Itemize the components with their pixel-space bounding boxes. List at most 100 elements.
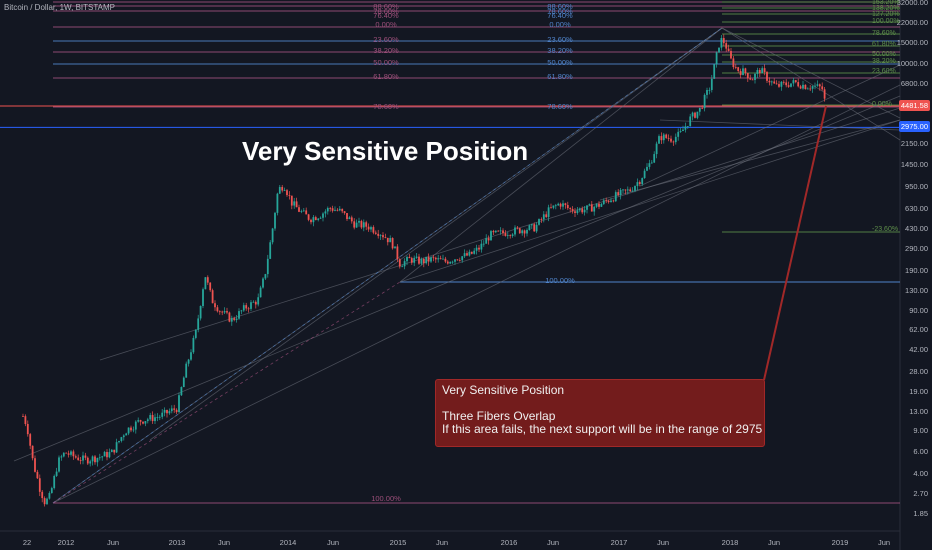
candle-body xyxy=(79,460,82,461)
candle-body xyxy=(22,416,24,417)
candle-body xyxy=(62,452,65,457)
candle-body xyxy=(811,86,814,89)
candle-body xyxy=(233,318,236,320)
time-axis-label: Jun xyxy=(877,538,891,547)
candle-body xyxy=(365,222,368,227)
candle-body xyxy=(770,81,773,83)
price-axis-label: 2150.00 xyxy=(900,139,928,149)
candle-body xyxy=(338,208,341,211)
candle-body xyxy=(60,456,63,458)
fib-right-label: 0.00% xyxy=(872,101,892,108)
candle-body xyxy=(523,230,526,234)
candle-body xyxy=(355,222,358,228)
candle-body xyxy=(583,209,586,213)
candle-body xyxy=(725,43,728,49)
time-axis-label: 2014 xyxy=(279,538,297,547)
candle-body xyxy=(264,274,267,279)
price-axis-label: 13.00 xyxy=(909,406,928,416)
time-axis-label: Jun xyxy=(326,538,340,547)
trend-line xyxy=(659,119,901,131)
candle-body xyxy=(742,68,744,76)
candle-body xyxy=(782,81,785,83)
price-axis-label: 32000.00 xyxy=(896,0,928,7)
candle-body xyxy=(475,247,478,251)
candle-body xyxy=(463,253,466,257)
candle-body xyxy=(799,86,802,89)
candle-body xyxy=(754,73,756,80)
candle-body xyxy=(252,301,255,303)
price-axis[interactable]: 32000.00 22000.00 15000.00 10000.00 6800.00 2… xyxy=(896,0,932,532)
candle-body xyxy=(425,256,428,264)
candle-body xyxy=(499,230,502,232)
candle-body xyxy=(439,258,442,260)
candle-body xyxy=(674,136,677,143)
candle-body xyxy=(660,136,663,141)
price-axis-label: 6.00 xyxy=(913,447,928,457)
candle-body xyxy=(367,226,370,230)
candle-body xyxy=(46,498,48,505)
candle-body xyxy=(806,88,809,90)
candle-body xyxy=(163,409,166,413)
trend-line xyxy=(99,107,901,361)
candle-body xyxy=(634,186,636,191)
candle-body xyxy=(360,220,363,228)
candle-body xyxy=(708,89,711,91)
candle-body xyxy=(293,201,296,206)
candle-body xyxy=(149,415,152,420)
candle-body xyxy=(696,111,699,118)
candle-body xyxy=(689,116,692,127)
candle-body xyxy=(142,421,144,424)
candle-body xyxy=(650,162,653,164)
candle-body xyxy=(242,305,245,311)
candle-body xyxy=(26,424,29,435)
candle-body xyxy=(410,258,413,263)
headline-annotation[interactable]: Very Sensitive Position xyxy=(242,136,529,166)
candle-body xyxy=(132,429,135,431)
candle-body xyxy=(250,302,252,309)
time-axis-label: 22 xyxy=(22,538,32,547)
candle-body xyxy=(569,208,572,209)
candle-body xyxy=(559,203,562,207)
candle-body xyxy=(514,227,516,235)
fib-right-label: 138.20% xyxy=(872,5,900,12)
candle-body xyxy=(139,420,142,422)
candle-body xyxy=(809,88,812,90)
candle-body xyxy=(295,201,298,208)
candle-body xyxy=(154,417,156,422)
candle-body xyxy=(372,227,375,233)
candle-body xyxy=(396,246,399,260)
candle-body xyxy=(324,211,327,214)
candle-body xyxy=(67,453,70,455)
candle-body xyxy=(466,253,468,256)
candle-body xyxy=(432,257,435,259)
price-axis-label: 19.00 xyxy=(909,387,928,397)
candle-body xyxy=(420,258,423,264)
candle-body xyxy=(118,441,120,443)
candle-body xyxy=(24,416,27,425)
candle-body xyxy=(530,224,533,226)
candle-body xyxy=(494,230,497,233)
time-axis-label: Jun xyxy=(767,538,781,547)
candle-body xyxy=(437,258,440,260)
candle-body xyxy=(446,261,449,264)
candle-body xyxy=(631,190,634,192)
candle-body xyxy=(199,306,202,319)
candle-body xyxy=(703,94,706,109)
candle-body xyxy=(86,457,89,464)
candle-body xyxy=(710,78,713,90)
price-axis-label: 42.00 xyxy=(909,345,928,355)
candle-body xyxy=(120,437,123,442)
candle-body xyxy=(276,193,279,213)
price-axis-label: 62.00 xyxy=(909,325,928,335)
candle-body xyxy=(773,81,776,84)
candle-body xyxy=(151,415,154,422)
candle-body xyxy=(593,206,596,212)
candle-body xyxy=(718,47,720,53)
candle-body xyxy=(758,69,761,74)
candle-body xyxy=(814,85,816,87)
candle-body xyxy=(430,257,432,262)
candle-body xyxy=(550,207,552,209)
callout-box[interactable]: Very Sensitive Position Three Fibers Ove… xyxy=(435,379,765,447)
candle-body xyxy=(458,260,461,261)
